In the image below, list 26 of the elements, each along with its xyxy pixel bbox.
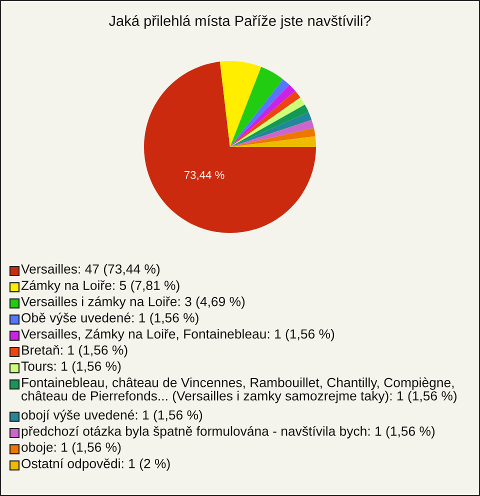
pie-slice <box>230 90 300 147</box>
legend-label: Obě výše uvedené: 1 (1,56 %) <box>22 312 198 326</box>
pie-slice <box>230 84 296 147</box>
legend-label: Versailles i zámky na Loiře: 3 (4,69 %) <box>21 296 245 309</box>
pie-slice <box>230 120 314 147</box>
pie-slice <box>230 112 312 147</box>
legend-label: Fontainebleau, château de Vincennes, Rambouillet, Chantilly, Compiègne, château de Pierrefonds... (Versailles i zamky samozrejme taky): 1 (1,56 %) <box>22 377 457 404</box>
chart-title: Jaká přilehlá místa Paříže jste navštívili? <box>108 15 371 29</box>
pie-slice <box>144 62 316 233</box>
pie-slice <box>230 104 309 147</box>
pie-slice <box>230 79 290 147</box>
legend-label: obojí výše uvedené: 1 (1,56 %) <box>22 410 202 422</box>
legend-label: Zámky na Loiře: 5 (7,81 %) <box>21 280 180 293</box>
pie-slice <box>230 66 284 147</box>
legend-label: Versailles: 47 (73,44 %) <box>21 264 160 276</box>
legend-label: Tours: 1 (1,56 %) <box>21 361 121 374</box>
pie-slice <box>230 98 305 147</box>
pie-slice <box>230 128 316 147</box>
data-label: 73,44 % <box>184 171 224 180</box>
legend-label: oboje: 1 (1,56 %) <box>22 442 121 454</box>
legend-label: předchozí otázka byla špatně formulována - navštívila bych: 1 (1,56 %) <box>22 426 435 438</box>
legend-label: Ostatní odpovědi: 1 (2 %) <box>22 458 170 471</box>
legend-label: Versailles, Zámky na Loiře, Fontainebleau: 1 (1,56 %) <box>21 328 334 342</box>
pie-slice <box>220 61 262 147</box>
pie-slice <box>230 136 316 147</box>
legend-label: Bretaň: 1 (1,56 %) <box>22 344 128 358</box>
